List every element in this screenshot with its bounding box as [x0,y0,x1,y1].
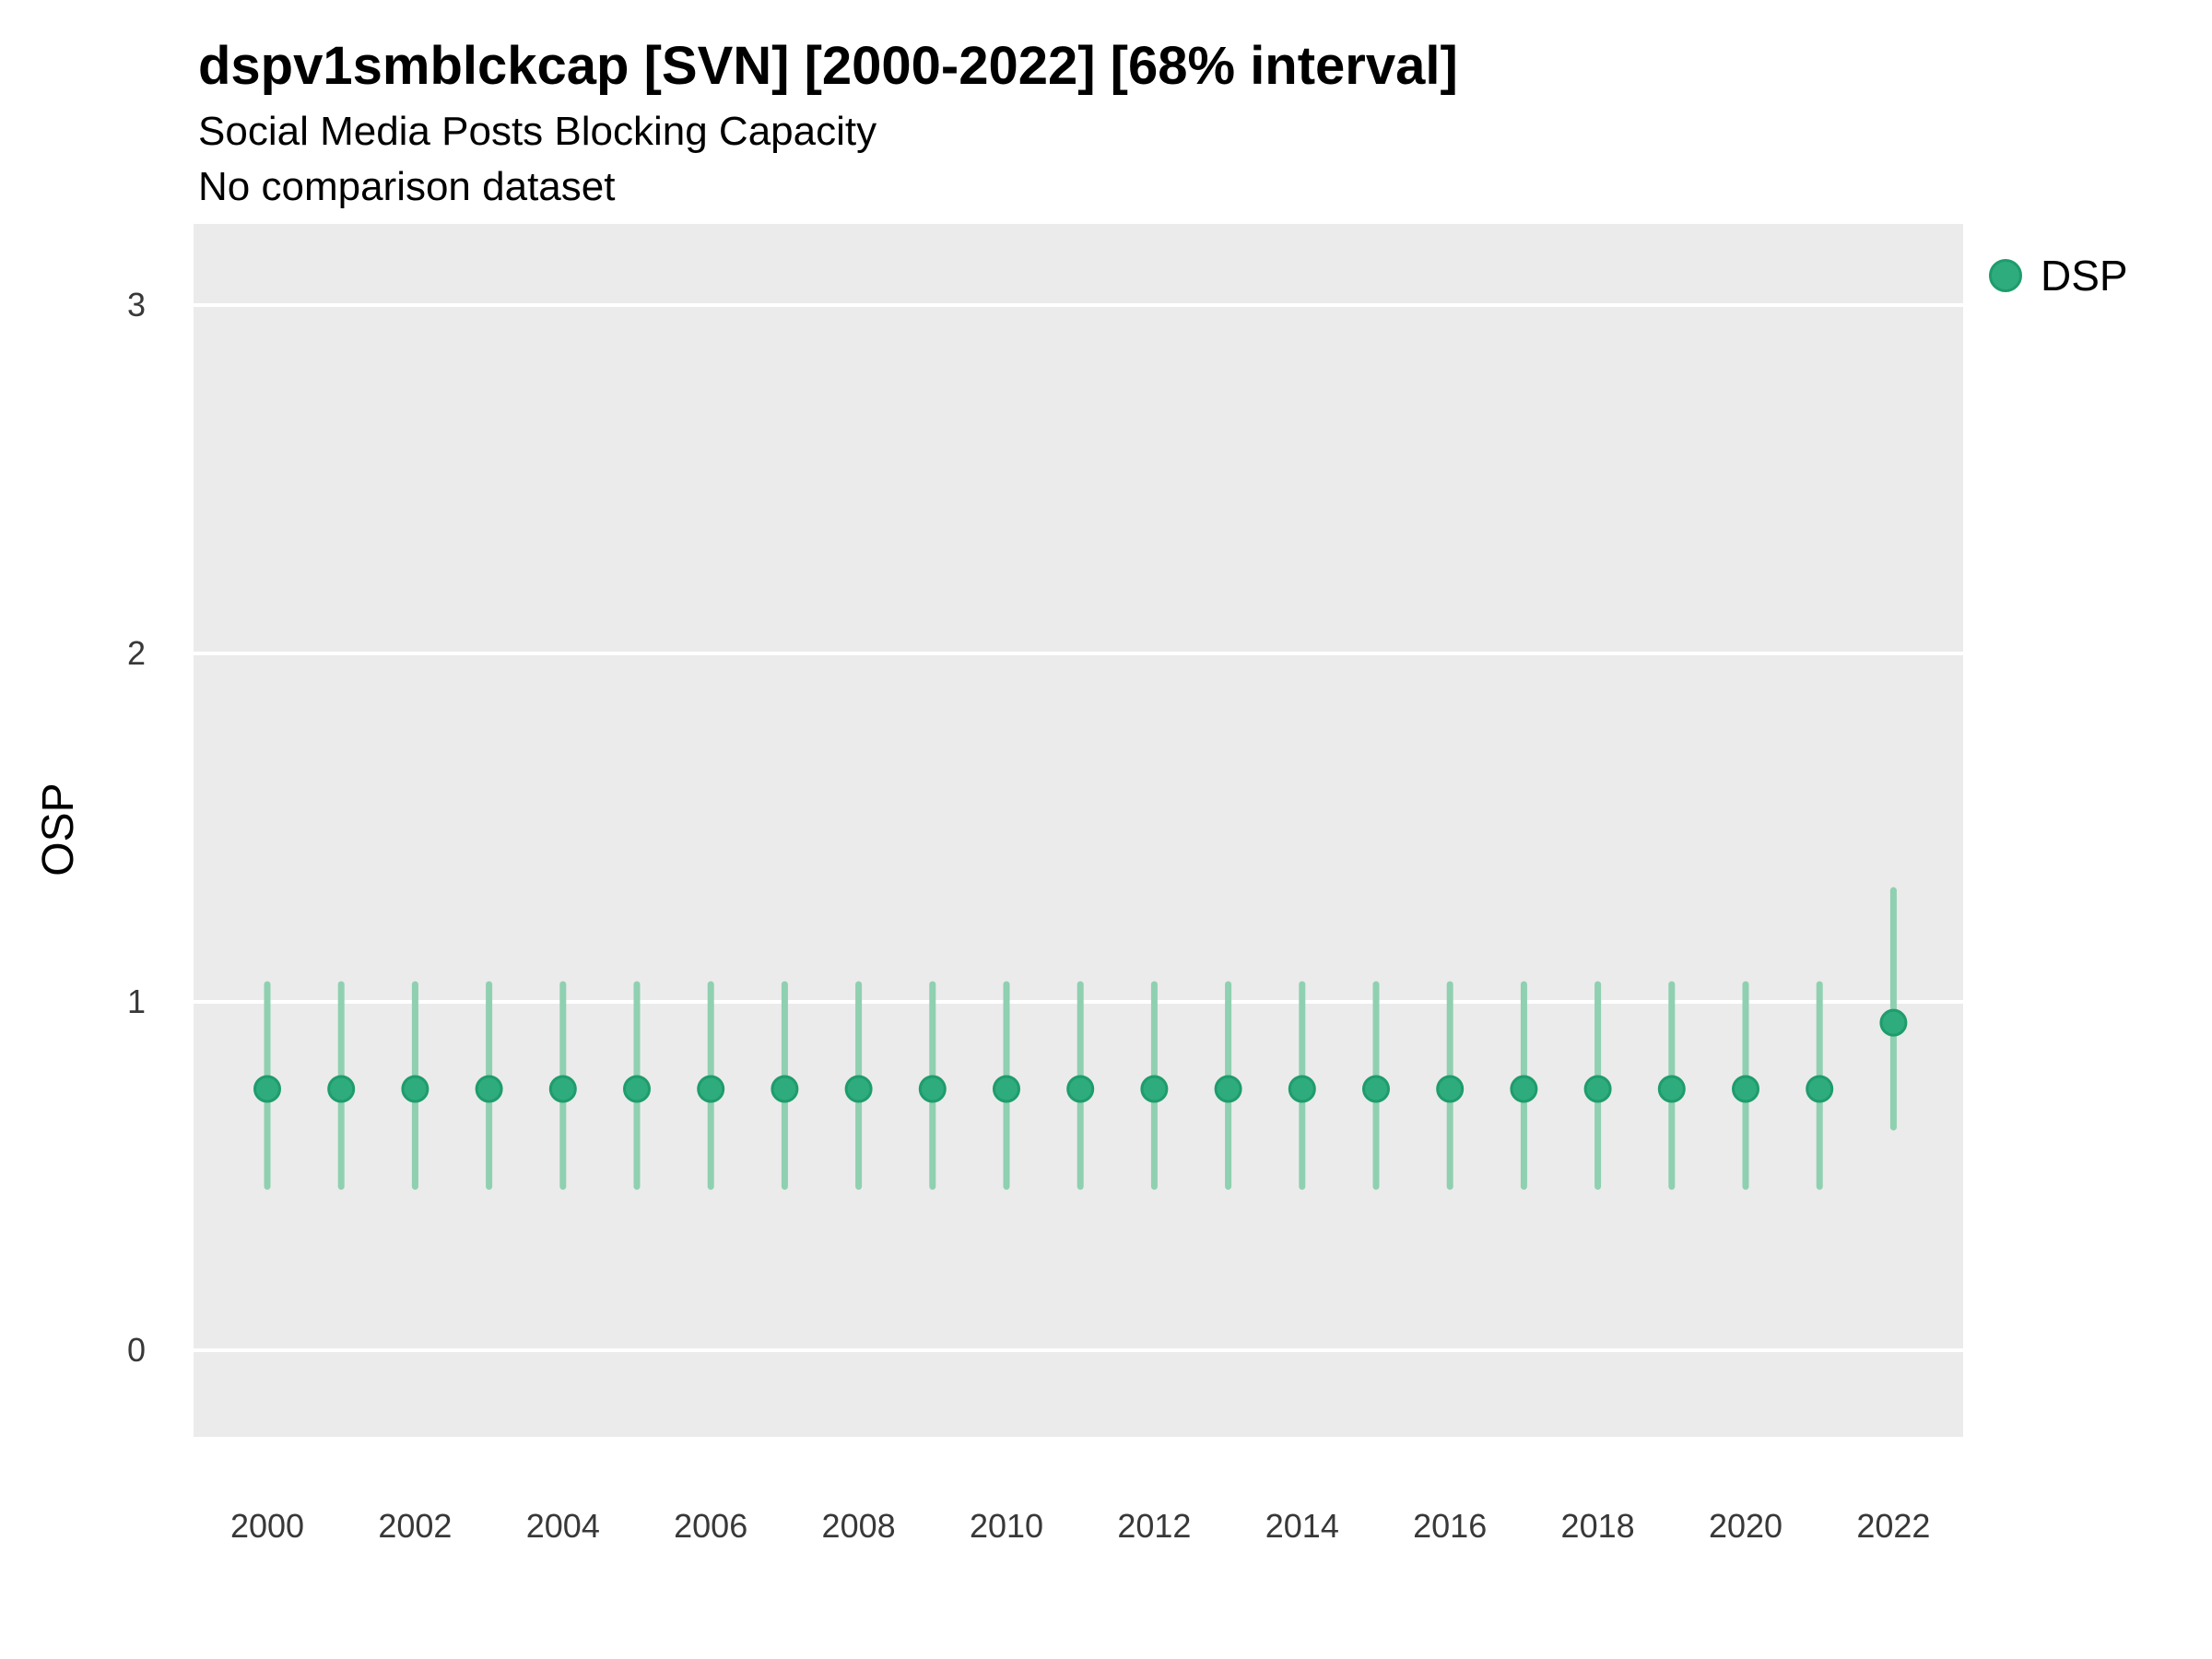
data-point [1806,1075,1834,1103]
y-tick-label: 0 [126,1331,146,1369]
x-tick-label: 2008 [821,1507,896,1545]
x-tick-label: 2018 [1560,1507,1635,1545]
data-point [1436,1075,1465,1103]
data-point [548,1075,577,1103]
data-point [1732,1075,1759,1103]
chart-title: dspv1smblckcap [SVN] [2000-2022] [68% in… [198,36,1458,96]
legend: DSP [1989,251,2128,300]
x-tick-label: 2012 [1117,1507,1192,1545]
data-point [475,1075,503,1103]
chart-subtitle: Social Media Posts Blocking Capacity [198,109,877,154]
x-tick-label: 2014 [1265,1507,1339,1545]
y-axis-title: OSP [33,782,83,877]
legend-label: DSP [2041,252,2128,300]
data-point [1140,1075,1169,1103]
data-point [844,1075,873,1103]
data-point [1657,1075,1686,1103]
data-point [1066,1075,1095,1103]
y-tick-label: 2 [126,634,146,672]
data-point [1879,1008,1908,1037]
data-point [1288,1075,1316,1103]
legend-dot-icon [1989,259,2022,292]
data-point [401,1075,429,1103]
y-tick-label: 3 [126,286,146,324]
data-point [993,1075,1020,1103]
x-tick-label: 2006 [674,1507,748,1545]
x-tick-label: 2010 [969,1507,1044,1545]
data-point [1362,1075,1390,1103]
data-point [771,1075,799,1103]
data-point [1583,1075,1612,1103]
plot-panel [194,224,1963,1437]
x-tick-label: 2022 [1856,1507,1931,1545]
data-point [918,1075,947,1103]
data-point [697,1075,725,1103]
chart-subtitle-note: No comparison dataset [198,164,616,209]
x-tick-label: 2016 [1413,1507,1488,1545]
x-tick-label: 2002 [378,1507,453,1545]
data-point [327,1075,356,1103]
data-point [623,1075,651,1103]
y-tick-label: 1 [126,982,146,1020]
data-point [1510,1075,1538,1103]
data-point [1214,1075,1242,1103]
x-tick-label: 2004 [525,1507,600,1545]
pointrange-plot [194,303,1963,1352]
x-tick-label: 2000 [229,1507,305,1545]
x-tick-label: 2020 [1708,1507,1783,1545]
data-point [253,1075,281,1103]
